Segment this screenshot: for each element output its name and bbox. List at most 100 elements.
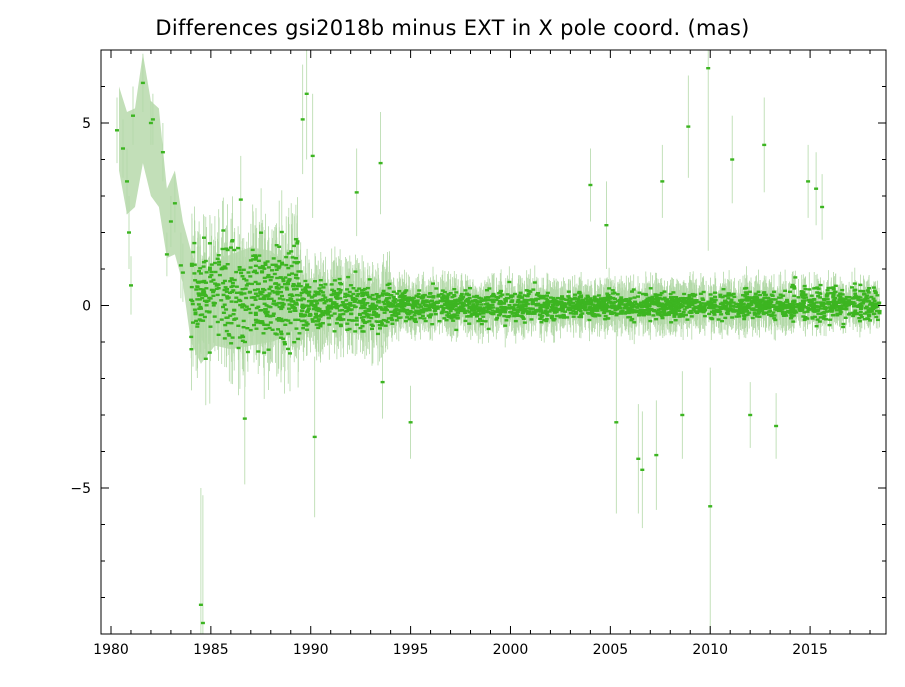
data-point [351, 319, 355, 322]
data-point [532, 298, 537, 301]
data-point [227, 334, 232, 337]
data-point [201, 261, 206, 264]
data-point [445, 299, 450, 302]
data-point [537, 294, 542, 297]
data-point [365, 302, 370, 305]
data-point [307, 299, 312, 303]
data-point [619, 312, 624, 315]
data-point [515, 310, 520, 313]
data-point [658, 307, 663, 311]
data-point [512, 314, 517, 318]
data-point [410, 299, 415, 302]
data-point [377, 324, 382, 327]
data-point [519, 314, 524, 318]
data-point [367, 320, 372, 323]
data-point [758, 293, 763, 297]
data-point [579, 315, 584, 319]
data-point [545, 304, 550, 307]
data-point [319, 313, 324, 317]
data-point [265, 295, 270, 298]
data-point [294, 273, 298, 276]
data-point [396, 312, 401, 315]
data-point [441, 306, 446, 310]
data-point [611, 302, 616, 305]
data-point [380, 294, 385, 297]
data-point [501, 310, 506, 313]
data-point [383, 299, 388, 302]
data-point [400, 294, 405, 297]
data-point [405, 311, 410, 315]
data-point [244, 296, 249, 300]
data-point [255, 294, 260, 298]
data-point [244, 284, 249, 287]
data-point [364, 312, 369, 316]
data-point [266, 297, 271, 300]
data-point [284, 263, 289, 267]
data-point [473, 313, 478, 316]
data-point [284, 286, 289, 289]
data-point [298, 294, 303, 297]
data-point [224, 290, 229, 293]
data-point [318, 289, 323, 293]
data-point [305, 310, 310, 313]
data-point [455, 311, 460, 314]
data-point [449, 307, 454, 310]
data-point [458, 297, 463, 300]
data-point [310, 318, 315, 321]
data-point [731, 292, 736, 296]
data-point [493, 310, 498, 313]
data-point [193, 312, 198, 316]
data-point [724, 304, 729, 307]
data-point [334, 302, 339, 306]
data-point [189, 335, 194, 339]
data-point [499, 310, 503, 314]
data-point [555, 314, 560, 318]
data-point [230, 239, 235, 242]
data-point [442, 290, 447, 294]
data-point [406, 300, 410, 303]
data-point [453, 305, 458, 308]
data-point [702, 306, 707, 310]
data-point [268, 278, 273, 282]
data-point [394, 314, 399, 318]
data-point [555, 296, 560, 300]
data-point [497, 292, 502, 295]
data-point [298, 270, 303, 273]
data-point [247, 291, 252, 294]
data-point [222, 303, 227, 306]
data-point [481, 315, 486, 318]
data-point [267, 287, 272, 291]
data-point [362, 321, 367, 325]
data-point [378, 327, 382, 330]
data-point [331, 293, 336, 296]
data-point [386, 293, 391, 296]
data-point [277, 259, 282, 263]
data-point [412, 314, 417, 317]
data-point [316, 290, 321, 294]
data-point [301, 313, 306, 316]
data-point [200, 296, 205, 300]
data-point [494, 318, 499, 321]
data-point [480, 309, 485, 312]
data-point [490, 298, 495, 301]
data-point [319, 310, 324, 313]
data-point [382, 311, 387, 314]
data-point [451, 319, 456, 322]
data-point [399, 306, 404, 309]
data-point [387, 287, 392, 290]
data-point [277, 265, 282, 268]
data-point [542, 318, 547, 322]
data-point [545, 291, 550, 295]
data-point [540, 314, 545, 318]
data-point [322, 302, 327, 305]
data-point [275, 290, 280, 293]
data-point [254, 321, 259, 324]
data-point [285, 288, 290, 291]
data-point [264, 304, 269, 307]
data-point [320, 299, 325, 302]
data-point [470, 299, 475, 303]
data-point [711, 305, 716, 309]
data-point [467, 322, 472, 325]
data-point [237, 268, 242, 271]
